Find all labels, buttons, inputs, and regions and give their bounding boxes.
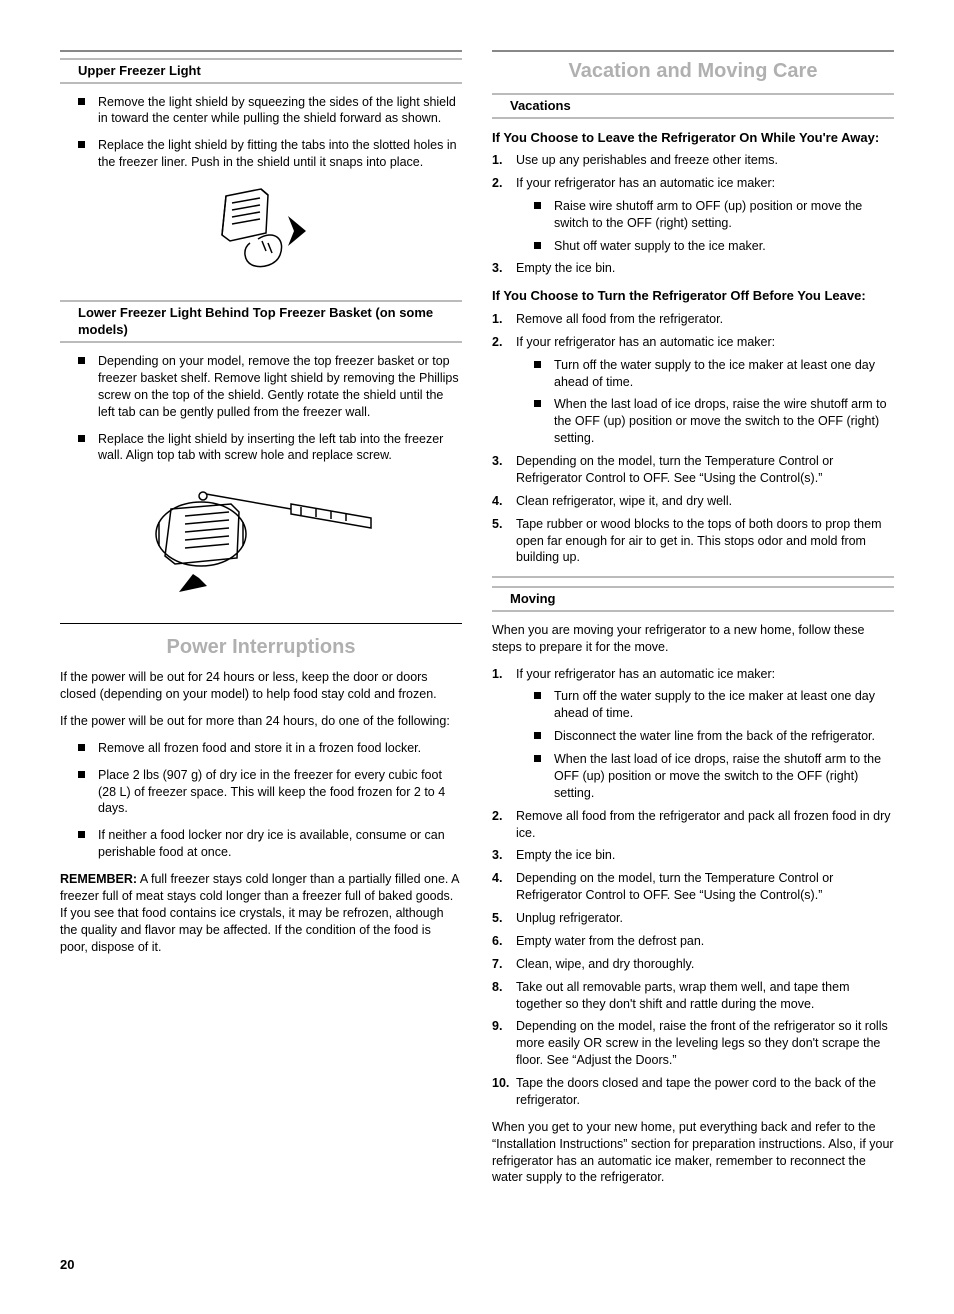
list-item: Depending on the model, turn the Tempera… <box>492 870 894 904</box>
paragraph: If the power will be out for more than 2… <box>60 713 462 730</box>
sub-bullet-list: Raise wire shutoff arm to OFF (up) posit… <box>516 198 894 255</box>
section-divider <box>492 576 894 578</box>
illustration-screwdriver <box>60 474 462 609</box>
list-item: Replace the light shield by inserting th… <box>78 431 462 465</box>
list-item: Remove all food from the refrigerator an… <box>492 808 894 842</box>
remember-paragraph: REMEMBER: A full freezer stays cold long… <box>60 871 462 955</box>
list-item: Empty the ice bin. <box>492 260 894 277</box>
subhead-moving: Moving <box>492 586 894 612</box>
list-item: Place 2 lbs (907 g) of dry ice in the fr… <box>78 767 462 818</box>
paragraph: When you are moving your refrigerator to… <box>492 622 894 656</box>
list-item: Empty the ice bin. <box>492 847 894 864</box>
two-column-layout: Upper Freezer Light Remove the light shi… <box>60 50 894 1196</box>
paragraph: When you get to your new home, put every… <box>492 1119 894 1187</box>
list-item: If your refrigerator has an automatic ic… <box>492 334 894 447</box>
list-item: Turn off the water supply to the ice mak… <box>534 357 894 391</box>
bullet-list-upper-freezer: Remove the light shield by squeezing the… <box>60 94 462 172</box>
list-item-text: If your refrigerator has an automatic ic… <box>516 176 775 190</box>
sub-bullet-list: Turn off the water supply to the ice mak… <box>516 688 894 801</box>
column-top-rule <box>60 50 462 52</box>
list-item: Empty water from the defrost pan. <box>492 933 894 950</box>
list-item: Raise wire shutoff arm to OFF (up) posit… <box>534 198 894 232</box>
list-item: When the last load of ice drops, raise t… <box>534 751 894 802</box>
heading-leave-on: If You Choose to Leave the Refrigerator … <box>492 129 894 147</box>
sub-bullet-list: Turn off the water supply to the ice mak… <box>516 357 894 447</box>
list-item: Use up any perishables and freeze other … <box>492 152 894 169</box>
list-item: Replace the light shield by fitting the … <box>78 137 462 171</box>
paragraph: If the power will be out for 24 hours or… <box>60 669 462 703</box>
list-item: Clean refrigerator, wipe it, and dry wel… <box>492 493 894 510</box>
list-item-text: If your refrigerator has an automatic ic… <box>516 335 775 349</box>
list-item: If your refrigerator has an automatic ic… <box>492 175 894 255</box>
list-item: Shut off water supply to the ice maker. <box>534 238 894 255</box>
page-number: 20 <box>60 1256 894 1274</box>
list-item: Remove all frozen food and store it in a… <box>78 740 462 757</box>
list-item: Clean, wipe, and dry thoroughly. <box>492 956 894 973</box>
numbered-list-turn-off: Remove all food from the refrigerator. I… <box>492 311 894 566</box>
column-top-rule <box>492 50 894 52</box>
list-item: Depending on your model, remove the top … <box>78 353 462 421</box>
list-item: Take out all removable parts, wrap them … <box>492 979 894 1013</box>
list-item: Disconnect the water line from the back … <box>534 728 894 745</box>
bullet-list-lower-freezer: Depending on your model, remove the top … <box>60 353 462 464</box>
list-item: Depending on the model, raise the front … <box>492 1018 894 1069</box>
subhead-upper-freezer-light: Upper Freezer Light <box>60 58 462 84</box>
heading-turn-off: If You Choose to Turn the Refrigerator O… <box>492 287 894 305</box>
list-item: When the last load of ice drops, raise t… <box>534 396 894 447</box>
subhead-vacations: Vacations <box>492 93 894 119</box>
list-item: Turn off the water supply to the ice mak… <box>534 688 894 722</box>
subhead-lower-freezer-light: Lower Freezer Light Behind Top Freezer B… <box>60 300 462 343</box>
section-title-power-interruptions: Power Interruptions <box>60 634 462 661</box>
list-item: If your refrigerator has an automatic ic… <box>492 666 894 802</box>
remember-label: REMEMBER: <box>60 872 137 886</box>
left-column: Upper Freezer Light Remove the light shi… <box>60 50 462 1196</box>
list-item: Unplug refrigerator. <box>492 910 894 927</box>
list-item: Remove all food from the refrigerator. <box>492 311 894 328</box>
list-item: Tape the doors closed and tape the power… <box>492 1075 894 1109</box>
bullet-list-power: Remove all frozen food and store it in a… <box>60 740 462 861</box>
list-item: Tape rubber or wood blocks to the tops o… <box>492 516 894 567</box>
right-column: Vacation and Moving Care Vacations If Yo… <box>492 50 894 1196</box>
section-divider <box>60 623 462 624</box>
list-item: Depending on the model, turn the Tempera… <box>492 453 894 487</box>
list-item-text: If your refrigerator has an automatic ic… <box>516 667 775 681</box>
list-item: Remove the light shield by squeezing the… <box>78 94 462 128</box>
numbered-list-moving: If your refrigerator has an automatic ic… <box>492 666 894 1109</box>
illustration-light-shield <box>60 181 462 286</box>
list-item: If neither a food locker nor dry ice is … <box>78 827 462 861</box>
numbered-list-leave-on: Use up any perishables and freeze other … <box>492 152 894 277</box>
section-title-vacation-moving: Vacation and Moving Care <box>492 58 894 85</box>
